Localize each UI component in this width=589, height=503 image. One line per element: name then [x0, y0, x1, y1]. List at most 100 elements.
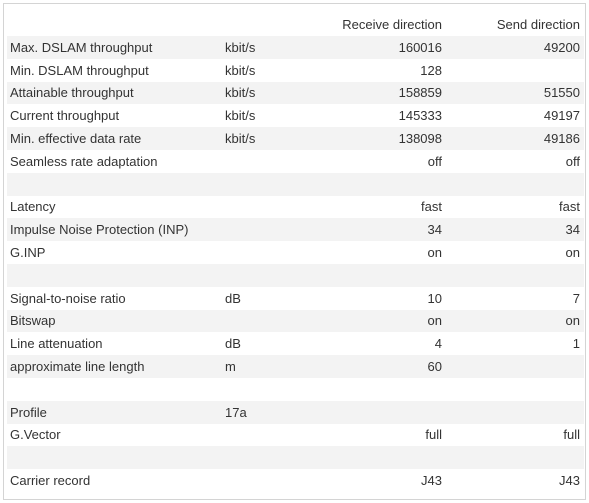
row-label: Latency: [7, 195, 222, 219]
row-send-value: 1: [446, 332, 584, 356]
table-body: Max. DSLAM throughput kbit/s 160016 49200 Mi…: [7, 36, 584, 492]
row-receive-value: 10: [312, 286, 446, 310]
row-send-value: 51550: [446, 81, 584, 105]
row-unit: [222, 241, 312, 264]
row-send-value: [446, 400, 584, 424]
row-receive-value: 158859: [312, 81, 446, 105]
row-receive-value: on: [312, 309, 446, 333]
row-receive-value: full: [312, 423, 446, 447]
table-row: Min. DSLAM throughput kbit/s 128: [7, 58, 584, 82]
table-row: Bitswap on on: [7, 309, 584, 333]
table-row: [7, 172, 584, 196]
row-send-value: [446, 172, 584, 196]
row-receive-value: [312, 377, 446, 401]
row-label: Attainable throughput: [7, 81, 222, 105]
row-unit: [222, 195, 312, 219]
row-label: Min. DSLAM throughput: [7, 58, 222, 82]
row-receive-value: [312, 400, 446, 424]
row-receive-value: 60: [312, 355, 446, 378]
row-unit: [222, 309, 312, 333]
row-unit: m: [222, 355, 312, 378]
row-unit: [222, 149, 312, 173]
row-send-value: J43: [446, 469, 584, 492]
row-send-value: [446, 446, 584, 470]
row-unit: [222, 469, 312, 492]
row-receive-value: 160016: [312, 36, 446, 59]
row-unit: [222, 218, 312, 242]
row-unit: dB: [222, 286, 312, 310]
row-receive-value: 4: [312, 332, 446, 356]
row-label: Carrier record: [7, 469, 222, 492]
row-receive-value: 128: [312, 58, 446, 82]
row-receive-value: [312, 172, 446, 196]
row-label: approximate line length: [7, 355, 222, 378]
table-row: Current throughput kbit/s 145333 49197: [7, 104, 584, 128]
row-unit: [222, 172, 312, 196]
table-row: Latency fast fast: [7, 195, 584, 219]
row-label: G.INP: [7, 241, 222, 264]
row-label: G.Vector: [7, 423, 222, 447]
row-label: Max. DSLAM throughput: [7, 36, 222, 59]
row-send-value: [446, 263, 584, 287]
table-row: Max. DSLAM throughput kbit/s 160016 49200: [7, 36, 584, 59]
header-label: [7, 12, 222, 36]
row-send-value: 7: [446, 286, 584, 310]
row-send-value: on: [446, 309, 584, 333]
row-send-value: 49200: [446, 36, 584, 59]
row-receive-value: [312, 263, 446, 287]
row-receive-value: on: [312, 241, 446, 264]
table-row: Profile 17a: [7, 400, 584, 424]
row-label: Bitswap: [7, 309, 222, 333]
row-receive-value: off: [312, 149, 446, 173]
row-label: Current throughput: [7, 104, 222, 128]
row-send-value: [446, 377, 584, 401]
row-receive-value: fast: [312, 195, 446, 219]
table-header-row: Receive direction Send direction: [7, 12, 584, 36]
row-receive-value: 138098: [312, 127, 446, 150]
row-label: [7, 172, 222, 196]
row-unit: 17a: [222, 400, 312, 424]
row-receive-value: [312, 446, 446, 470]
table-row: Line attenuation dB 4 1: [7, 332, 584, 356]
table-row: Carrier record J43 J43: [7, 469, 584, 492]
dsl-spectrum-table: Receive direction Send direction Max. DS…: [7, 12, 584, 492]
row-label: Impulse Noise Protection (INP): [7, 218, 222, 242]
table-row: Seamless rate adaptation off off: [7, 149, 584, 173]
row-label: Signal-to-noise ratio: [7, 286, 222, 310]
row-label: Line attenuation: [7, 332, 222, 356]
row-label: [7, 377, 222, 401]
row-unit: kbit/s: [222, 127, 312, 150]
row-send-value: [446, 58, 584, 82]
row-unit: [222, 423, 312, 447]
row-unit: kbit/s: [222, 36, 312, 59]
row-send-value: full: [446, 423, 584, 447]
row-unit: [222, 446, 312, 470]
row-receive-value: 34: [312, 218, 446, 242]
row-label: Min. effective data rate: [7, 127, 222, 150]
table-row: [7, 377, 584, 401]
row-unit: [222, 263, 312, 287]
row-send-value: fast: [446, 195, 584, 219]
row-send-value: 49197: [446, 104, 584, 128]
table-row: Signal-to-noise ratio dB 10 7: [7, 286, 584, 310]
header-unit: [222, 12, 312, 36]
row-send-value: on: [446, 241, 584, 264]
row-unit: kbit/s: [222, 81, 312, 105]
row-receive-value: J43: [312, 469, 446, 492]
header-send-direction: Send direction: [496, 16, 580, 32]
row-unit: kbit/s: [222, 58, 312, 82]
row-label: [7, 446, 222, 470]
table-row: G.Vector full full: [7, 423, 584, 447]
row-unit: kbit/s: [222, 104, 312, 128]
row-label: Profile: [7, 400, 222, 424]
row-receive-value: 145333: [312, 104, 446, 128]
table-row: Attainable throughput kbit/s 158859 51550: [7, 81, 584, 105]
table-row: [7, 446, 584, 470]
row-label: [7, 263, 222, 287]
row-unit: dB: [222, 332, 312, 356]
row-unit: [222, 377, 312, 401]
table-row: Impulse Noise Protection (INP) 34 34: [7, 218, 584, 242]
row-send-value: 34: [446, 218, 584, 242]
row-send-value: [446, 355, 584, 378]
header-receive-direction: Receive direction: [342, 16, 442, 32]
